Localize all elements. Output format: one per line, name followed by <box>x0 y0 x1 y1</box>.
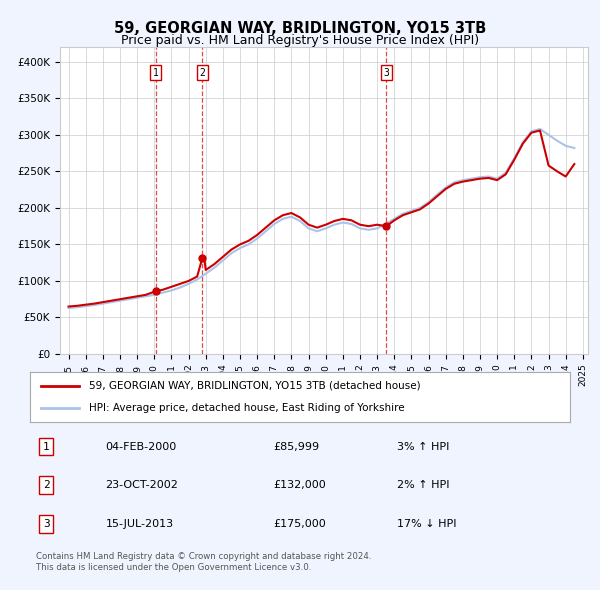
Text: 3: 3 <box>43 519 50 529</box>
Text: 04-FEB-2000: 04-FEB-2000 <box>106 441 177 451</box>
Text: 2% ↑ HPI: 2% ↑ HPI <box>397 480 450 490</box>
Text: 15-JUL-2013: 15-JUL-2013 <box>106 519 174 529</box>
Text: 1: 1 <box>43 441 50 451</box>
Text: Contains HM Land Registry data © Crown copyright and database right 2024.: Contains HM Land Registry data © Crown c… <box>36 552 371 560</box>
Text: 2: 2 <box>43 480 50 490</box>
Text: 3: 3 <box>383 68 389 78</box>
Text: This data is licensed under the Open Government Licence v3.0.: This data is licensed under the Open Gov… <box>36 563 311 572</box>
Text: 17% ↓ HPI: 17% ↓ HPI <box>397 519 457 529</box>
Text: £132,000: £132,000 <box>273 480 326 490</box>
Text: Price paid vs. HM Land Registry's House Price Index (HPI): Price paid vs. HM Land Registry's House … <box>121 34 479 47</box>
Text: 59, GEORGIAN WAY, BRIDLINGTON, YO15 3TB: 59, GEORGIAN WAY, BRIDLINGTON, YO15 3TB <box>114 21 486 35</box>
Text: £175,000: £175,000 <box>273 519 326 529</box>
Text: £85,999: £85,999 <box>273 441 319 451</box>
Text: 3% ↑ HPI: 3% ↑ HPI <box>397 441 449 451</box>
Text: 2: 2 <box>200 68 205 78</box>
Text: 59, GEORGIAN WAY, BRIDLINGTON, YO15 3TB (detached house): 59, GEORGIAN WAY, BRIDLINGTON, YO15 3TB … <box>89 381 421 391</box>
Text: 23-OCT-2002: 23-OCT-2002 <box>106 480 178 490</box>
Text: HPI: Average price, detached house, East Riding of Yorkshire: HPI: Average price, detached house, East… <box>89 403 405 413</box>
Text: 1: 1 <box>153 68 159 78</box>
